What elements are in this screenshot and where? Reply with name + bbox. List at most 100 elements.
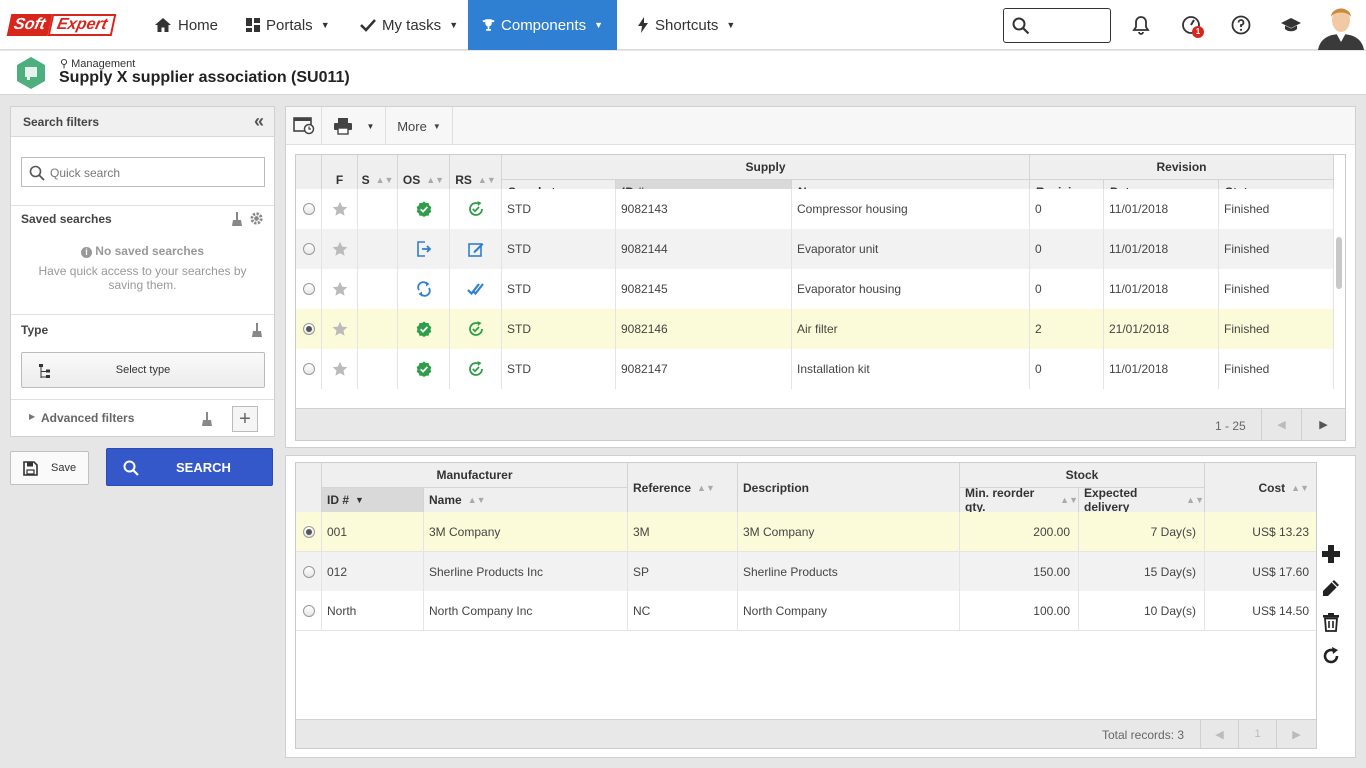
radio-button[interactable] bbox=[302, 565, 315, 578]
table-row[interactable]: 012 Sherline Products Inc SP Sherline Produ… bbox=[296, 552, 1316, 592]
check-cycle-icon bbox=[467, 200, 485, 218]
column-header-reference[interactable]: Reference ▲▼ bbox=[628, 463, 738, 513]
gear-icon[interactable] bbox=[249, 211, 264, 226]
table-row[interactable]: North North Company Inc NC North Company 100… bbox=[296, 591, 1316, 631]
cell-delivery: 10 Day(s) bbox=[1079, 591, 1205, 630]
help-icon[interactable] bbox=[1230, 14, 1252, 36]
table-row[interactable]: 001 3M Company 3M 3M Company 200.00 7 Day(s) U… bbox=[296, 512, 1316, 552]
column-header-mfr-name[interactable]: Name ▲▼ bbox=[424, 488, 628, 513]
radio-button[interactable] bbox=[302, 525, 315, 538]
star-icon[interactable] bbox=[332, 241, 348, 257]
tasks-gauge-icon[interactable]: 1 bbox=[1180, 14, 1204, 38]
broom-icon[interactable] bbox=[231, 212, 243, 226]
chevron-down-icon: ▼ bbox=[726, 20, 736, 30]
star-icon[interactable] bbox=[332, 281, 348, 297]
cell-name: 3M Company bbox=[424, 512, 628, 551]
os-status-cell bbox=[398, 309, 450, 349]
search-button[interactable]: SEARCH bbox=[106, 448, 273, 486]
radio-button[interactable] bbox=[302, 363, 315, 375]
save-button[interactable]: Save bbox=[10, 451, 89, 485]
pencil-icon[interactable] bbox=[1321, 578, 1341, 598]
advanced-filters-section[interactable]: ▶ Advanced filters bbox=[11, 399, 274, 436]
next-page-button[interactable]: ▶ bbox=[1301, 409, 1345, 440]
table-row[interactable]: STD 9082143 Compressor housing 0 11/01/2018 F… bbox=[296, 189, 1334, 229]
column-header-os-label: OS bbox=[402, 172, 421, 187]
collapse-panel-icon[interactable]: « bbox=[253, 111, 264, 131]
column-header-cost[interactable]: Cost ▲▼ bbox=[1205, 463, 1316, 513]
row-select-radio[interactable] bbox=[296, 269, 322, 309]
page-header: ⚲ Management Supply X supplier associati… bbox=[0, 51, 1366, 95]
column-header-description[interactable]: Description bbox=[738, 463, 960, 513]
global-search-input[interactable] bbox=[1003, 8, 1111, 43]
supply-grid-scrollbar[interactable] bbox=[1336, 237, 1342, 289]
table-row[interactable]: STD 9082145 Evaporator housing 0 11/01/2018 F… bbox=[296, 269, 1334, 309]
cell-type: STD bbox=[502, 269, 616, 309]
star-icon[interactable] bbox=[332, 361, 348, 377]
previous-page-button[interactable]: ◀ bbox=[1200, 720, 1238, 748]
bell-icon[interactable] bbox=[1130, 14, 1152, 36]
trash-icon[interactable] bbox=[1321, 612, 1341, 632]
column-header-mfr-id[interactable]: ID # ▼ bbox=[322, 488, 424, 513]
star-icon[interactable] bbox=[332, 321, 348, 337]
column-header-min-reorder-label: Min. reorder qty. bbox=[965, 486, 1035, 514]
supply-grid-footer: 1 - 25 ◀ ▶ bbox=[296, 408, 1345, 440]
row-select-radio[interactable] bbox=[296, 591, 322, 630]
column-header-expected-delivery[interactable]: Expected delivery ▲▼ bbox=[1079, 486, 1205, 514]
sort-icon: ▲▼ bbox=[375, 174, 394, 185]
manufacturer-grid-footer: Total records: 3 ◀ 1 ▶ bbox=[296, 719, 1316, 748]
column-header-reference-label: Reference bbox=[633, 480, 692, 495]
rs-status-cell bbox=[450, 309, 502, 349]
sort-icon: ▲▼ bbox=[697, 482, 715, 493]
type-title: Type bbox=[21, 323, 49, 337]
radio-button[interactable] bbox=[302, 604, 315, 617]
chevron-down-icon: ▼ bbox=[320, 20, 330, 30]
row-select-radio[interactable] bbox=[296, 552, 322, 591]
sort-icon: ▲▼ bbox=[426, 174, 445, 185]
breadcrumb[interactable]: ⚲ Management bbox=[60, 57, 135, 70]
graduation-cap-icon[interactable] bbox=[1280, 14, 1302, 36]
select-column-header bbox=[296, 463, 322, 513]
quick-search-input[interactable]: Quick search bbox=[21, 157, 265, 187]
radio-button[interactable] bbox=[302, 323, 315, 335]
add-icon[interactable] bbox=[1321, 544, 1341, 564]
refresh-icon[interactable] bbox=[1321, 646, 1341, 666]
favorite-star-cell bbox=[322, 309, 358, 349]
row-select-radio[interactable] bbox=[296, 512, 322, 551]
nav-home[interactable]: Home bbox=[140, 0, 232, 50]
star-icon[interactable] bbox=[332, 201, 348, 217]
print-button[interactable]: ▼ bbox=[322, 107, 386, 145]
view-history-button[interactable] bbox=[286, 107, 322, 145]
chevron-down-icon: ▼ bbox=[432, 121, 441, 131]
softexpert-logo[interactable]: Soft Expert bbox=[6, 14, 117, 36]
nav-components[interactable]: Components ▼ bbox=[468, 0, 617, 50]
table-row[interactable]: STD 9082144 Evaporator unit 0 11/01/2018 Fini… bbox=[296, 229, 1334, 269]
row-select-radio[interactable] bbox=[296, 189, 322, 229]
more-menu-button[interactable]: More ▼ bbox=[386, 107, 453, 145]
column-header-min-reorder[interactable]: Min. reorder qty. ▲▼ bbox=[960, 486, 1079, 514]
user-avatar[interactable] bbox=[1316, 0, 1366, 50]
broom-icon[interactable] bbox=[251, 323, 263, 337]
cell-revision: 0 bbox=[1030, 189, 1104, 229]
table-row[interactable]: STD 9082146 Air filter 2 21/01/2018 Finished bbox=[296, 309, 1334, 349]
radio-button[interactable] bbox=[302, 283, 315, 295]
sort-icon: ▲▼ bbox=[1060, 495, 1078, 505]
radio-button[interactable] bbox=[302, 243, 315, 255]
table-row[interactable]: STD 9082147 Installation kit 0 11/01/2018 Fin… bbox=[296, 349, 1334, 389]
s-cell bbox=[358, 189, 398, 229]
radio-button[interactable] bbox=[302, 203, 315, 215]
row-select-radio[interactable] bbox=[296, 229, 322, 269]
row-select-radio[interactable] bbox=[296, 349, 322, 389]
select-type-button[interactable]: Select type bbox=[21, 352, 265, 388]
add-filter-button[interactable]: + bbox=[232, 406, 258, 432]
nav-shortcuts[interactable]: Shortcuts ▼ bbox=[623, 0, 749, 50]
supply-component-icon bbox=[17, 57, 45, 89]
nav-my-tasks[interactable]: My tasks ▼ bbox=[346, 0, 472, 50]
row-select-radio[interactable] bbox=[296, 309, 322, 349]
next-page-button[interactable]: ▶ bbox=[1276, 720, 1316, 748]
previous-page-button[interactable]: ◀ bbox=[1261, 409, 1301, 440]
cell-date: 11/01/2018 bbox=[1104, 349, 1219, 389]
chevron-right-icon: ▶ bbox=[1292, 728, 1301, 741]
broom-icon[interactable] bbox=[201, 412, 213, 426]
nav-portals[interactable]: Portals ▼ bbox=[232, 0, 344, 50]
sort-desc-icon: ▼ bbox=[355, 495, 364, 505]
